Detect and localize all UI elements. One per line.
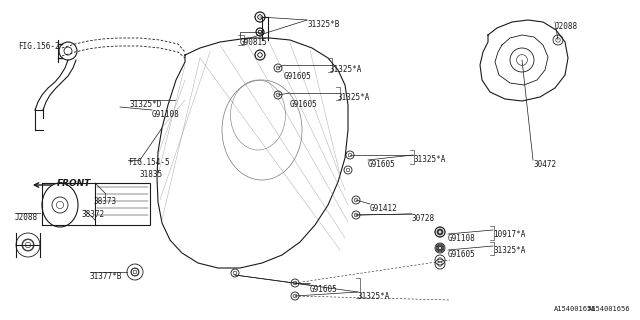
Text: G91605: G91605 xyxy=(448,250,476,259)
Text: FIG.154-5: FIG.154-5 xyxy=(128,158,170,167)
Text: G91108: G91108 xyxy=(152,110,180,119)
Text: 31377*B: 31377*B xyxy=(90,272,122,281)
Text: FRONT: FRONT xyxy=(57,180,92,188)
Text: 31325*B: 31325*B xyxy=(307,20,339,29)
Text: 38372: 38372 xyxy=(82,210,105,219)
Text: G91605: G91605 xyxy=(284,72,312,81)
Text: 30472: 30472 xyxy=(533,160,556,169)
Text: G91605: G91605 xyxy=(310,285,338,294)
Text: J2088: J2088 xyxy=(555,22,578,31)
Text: FIG.156-2: FIG.156-2 xyxy=(18,42,60,51)
Text: G91605: G91605 xyxy=(368,160,396,169)
Text: G90815: G90815 xyxy=(240,38,268,47)
Text: A154001656: A154001656 xyxy=(588,306,630,312)
Text: J2088: J2088 xyxy=(15,213,38,222)
Text: 31325*A: 31325*A xyxy=(358,292,390,301)
Bar xyxy=(95,183,150,225)
Text: 31325*D: 31325*D xyxy=(130,100,163,109)
Text: 31325*A: 31325*A xyxy=(338,93,371,102)
Text: 31325*A: 31325*A xyxy=(493,246,525,255)
Text: G91108: G91108 xyxy=(448,234,476,243)
Text: G91412: G91412 xyxy=(370,204,397,213)
Text: 30728: 30728 xyxy=(412,214,435,223)
Text: A154001656: A154001656 xyxy=(554,306,596,312)
Text: 10917*A: 10917*A xyxy=(493,230,525,239)
Text: 31325*A: 31325*A xyxy=(413,155,445,164)
Text: 38373: 38373 xyxy=(93,197,116,206)
Text: G91605: G91605 xyxy=(290,100,317,109)
Text: 31325*A: 31325*A xyxy=(330,65,362,74)
Text: 31835: 31835 xyxy=(140,170,163,179)
